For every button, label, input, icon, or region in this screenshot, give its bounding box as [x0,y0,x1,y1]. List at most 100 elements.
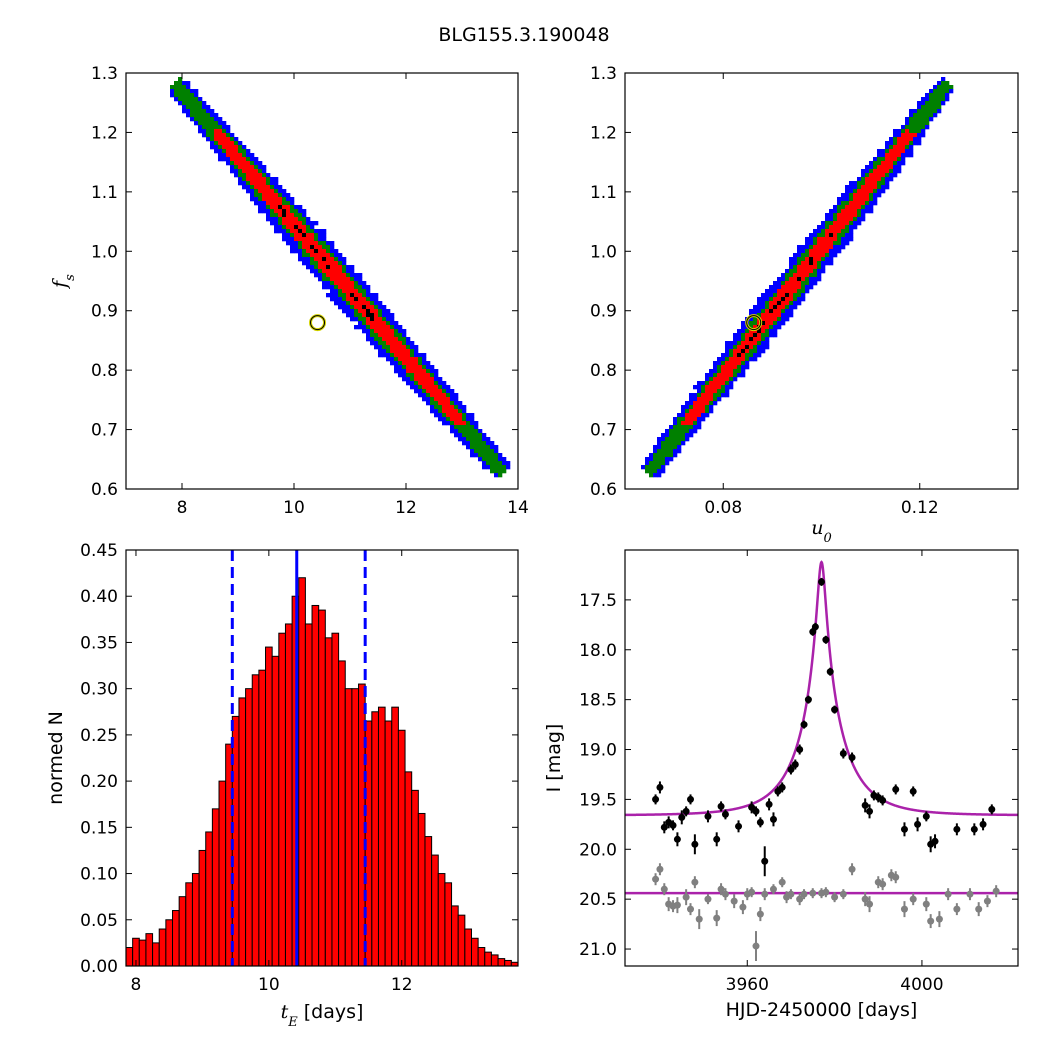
heatmap-cell [657,445,662,450]
heatmap-cell [354,293,359,298]
heatmap-cell [881,153,886,158]
heatmap-cell [765,305,770,310]
heatmap-cell [346,301,351,306]
heatmap-cell [474,449,479,454]
heatmap-cell [789,285,794,290]
heatmap-cell [677,417,682,422]
heatmap-cell [861,173,866,178]
heatmap-cell [406,365,411,370]
heatmap-cell [901,141,906,146]
heatmap-cell [206,137,211,142]
heatmap-cell [306,233,311,238]
heatmap-cell [737,329,742,334]
heatmap-cell [753,353,758,358]
heatmap-cell [202,105,207,110]
heatmap-cell [282,205,287,210]
heatmap-cell [290,237,295,242]
heatmap-cell [206,117,211,122]
heatmap-cell [354,289,359,294]
heatmap-cell [889,153,894,158]
figure-title: BLG155.3.190048 [438,24,609,46]
heatmap-cell [330,249,335,254]
heatmap-cell [849,193,854,198]
heatmap-cell [837,225,842,230]
heatmap-cell [278,205,283,210]
heatmap-cell [933,89,938,94]
y-axis-label: I [mag] [543,724,565,793]
heatmap-cell [729,381,734,386]
heatmap-cell [310,233,315,238]
heatmap-cell [434,413,439,418]
heatmap-cell [917,109,922,114]
heatmap-cell [378,329,383,334]
heatmap-cell [238,169,243,174]
heatmap-cell [310,265,315,270]
heatmap-cell [298,221,303,226]
heatmap-cell [913,109,918,114]
heatmap-cell [817,249,822,254]
heatmap-cell [186,93,191,98]
heatmap-cell [458,401,463,406]
heatmap-cell [713,385,718,390]
heatmap-cell [246,185,251,190]
heatmap-cell [761,337,766,342]
heatmap-cell [717,381,722,386]
heatmap-cell [258,165,263,170]
heatmap-cell [322,229,327,234]
heatmap-cell [234,165,239,170]
heatmap-cell [298,205,303,210]
heatmap-cell [274,217,279,222]
heatmap-cell [873,197,878,202]
heatmap-cell [717,389,722,394]
heatmap-cell [917,105,922,110]
heatmap-cell [214,145,219,150]
heatmap-cell [442,401,447,406]
heatmap-cell [789,257,794,262]
heatmap-cell [829,225,834,230]
heatmap-cell [837,197,842,202]
heatmap-cell [178,81,183,86]
heatmap-cell [709,385,714,390]
heatmap-cell [669,433,674,438]
heatmap-cell [342,289,347,294]
heatmap-cell [374,309,379,314]
data-point [717,885,725,893]
heatmap-cell [817,237,822,242]
heatmap-cell [857,185,862,190]
heatmap-cell [689,409,694,414]
heatmap-cell [334,265,339,270]
heatmap-cell [733,349,738,354]
heatmap-cell [777,313,782,318]
y-tick-label: 1.2 [590,123,617,143]
heatmap-cell [825,221,830,226]
heatmap-cell [226,141,231,146]
heatmap-cell [673,417,678,422]
heatmap-cell [346,285,351,290]
heatmap-cell [813,265,818,270]
heatmap-cell [817,273,822,278]
heatmap-cell [813,273,818,278]
data-point [735,822,743,830]
heatmap-cell [945,89,950,94]
heatmap-cell [290,201,295,206]
heatmap-cell [809,245,814,250]
histogram-bar [470,937,479,967]
heatmap-cell [254,197,259,202]
heatmap-cell [861,217,866,222]
heatmap-cell [306,229,311,234]
data-point [809,889,817,897]
heatmap-cell [210,117,215,122]
heatmap-cell [250,197,255,202]
heatmap-cell [673,425,678,430]
heatmap-cell [354,317,359,322]
heatmap-cell [394,357,399,362]
heatmap-cell [466,433,471,438]
data-point [695,915,703,923]
heatmap-cell [801,273,806,278]
heatmap-cell [218,125,223,130]
heatmap-cell [334,289,339,294]
heatmap-cell [386,337,391,342]
y-tick-label: 1.3 [91,64,118,84]
heatmap-cell [354,285,359,290]
heatmap-cell [885,173,890,178]
